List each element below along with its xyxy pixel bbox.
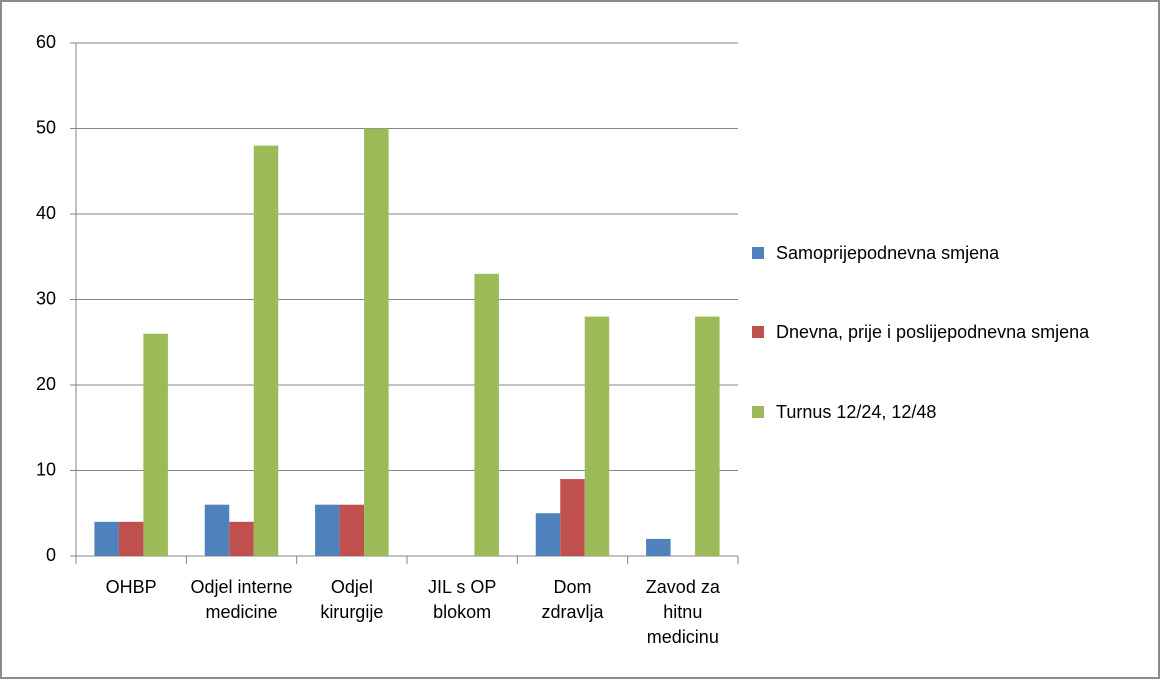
bar — [535, 513, 561, 556]
bar — [695, 316, 720, 556]
bar — [253, 145, 279, 556]
bar — [118, 521, 144, 556]
y-tick-label: 40 — [36, 203, 56, 223]
bar — [204, 504, 230, 556]
y-tick-label: 10 — [36, 459, 56, 479]
legend-item: Samoprijepodnevna smjena — [752, 240, 1151, 266]
legend-swatch — [752, 326, 764, 338]
legend-swatch — [752, 247, 764, 259]
x-tick-label: Zavod za hitnu medicinu — [645, 577, 720, 647]
bar — [364, 128, 389, 556]
bar — [474, 273, 499, 556]
y-tick-label: 0 — [46, 545, 56, 565]
legend-item: Dnevna, prije i poslijepodnevna smjena — [752, 319, 1151, 345]
legend-item: Turnus 12/24, 12/48 — [752, 399, 1151, 425]
x-tick-label: OHBP — [105, 577, 157, 597]
bar — [315, 504, 340, 556]
legend-label: Dnevna, prije i poslijepodnevna smjena — [776, 322, 1090, 342]
bar — [94, 521, 119, 556]
legend-swatch — [752, 406, 764, 418]
x-tick-label: Odjel kirurgije — [320, 577, 384, 622]
bar — [560, 479, 585, 556]
y-tick-label: 50 — [36, 117, 56, 137]
x-tick-label: JIL s OP blokom — [427, 577, 497, 622]
x-tick-label: Dom zdravlja — [541, 577, 604, 622]
bar — [646, 538, 671, 556]
bar — [339, 504, 365, 556]
x-tick-label: Odjel interne medicine — [190, 577, 293, 622]
bar — [229, 521, 254, 556]
legend-label: Samoprijepodnevna smjena — [776, 243, 1000, 263]
bar — [143, 333, 168, 556]
y-tick-label: 20 — [36, 374, 56, 394]
legend-label: Turnus 12/24, 12/48 — [776, 402, 937, 422]
y-tick-label: 30 — [36, 288, 56, 308]
y-tick-label: 60 — [36, 32, 56, 52]
bar — [584, 316, 610, 556]
